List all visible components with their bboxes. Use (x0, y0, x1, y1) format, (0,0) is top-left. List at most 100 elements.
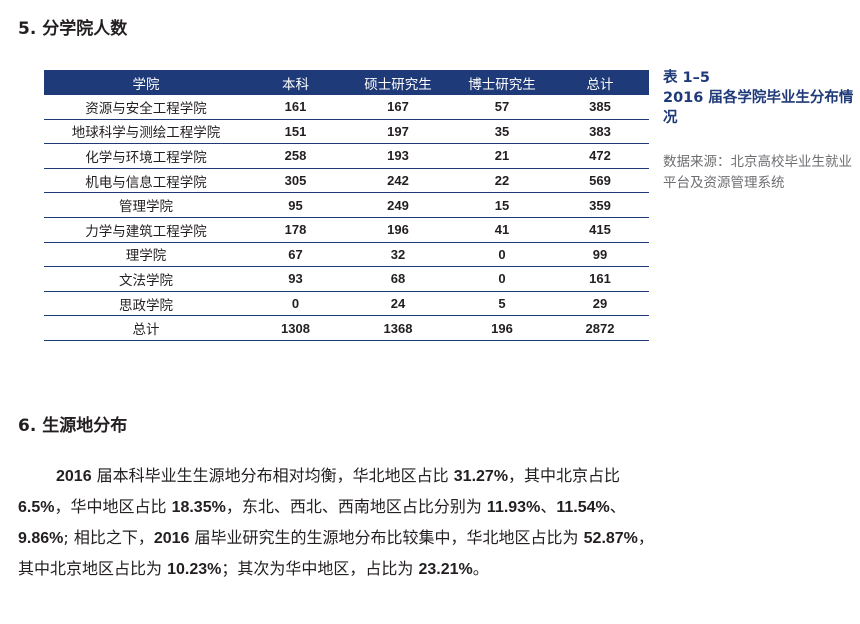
cell-master: 32 (343, 242, 453, 268)
paragraph-text: 、 (609, 497, 626, 516)
paragraph-figure: 11.54% (556, 499, 610, 516)
cell-doctor: 0 (453, 266, 551, 292)
table-row: 机电与信息工程学院 305 242 22 569 (44, 168, 649, 194)
cell-college: 总计 (44, 315, 248, 341)
paragraph-text: 届毕业研究生的生源地分布比较集中，华北地区占比为 (189, 528, 584, 547)
paragraph-text: ，华中地区占比 (54, 497, 172, 516)
cell-undergrad: 1308 (248, 315, 343, 341)
cell-undergrad: 93 (248, 266, 343, 292)
table-total-row: 总计 1308 1368 196 2872 (44, 315, 649, 341)
cell-college: 资源与安全工程学院 (44, 95, 248, 120)
cell-college: 文法学院 (44, 266, 248, 292)
cell-undergrad: 305 (248, 168, 343, 194)
table-header: 学院 本科 硕士研究生 博士研究生 总计 (44, 70, 649, 95)
cell-master: 242 (343, 168, 453, 194)
column-header-college: 学院 (44, 70, 248, 95)
caption-title: 2016 届各学院毕业生分布情况 (663, 90, 854, 126)
table-row: 思政学院 0 24 5 29 (44, 291, 649, 317)
cell-total: 29 (551, 291, 649, 317)
cell-doctor: 57 (453, 95, 551, 120)
paragraph-figure: 11.93% (486, 499, 541, 516)
paragraph-body: 2016 届本科毕业生生源地分布相对均衡，华北地区占比 31.27%，其中北京占… (18, 466, 654, 578)
table-caption: 表 1–5 2016 届各学院毕业生分布情况 数据来源：北京高校毕业生就业平台及… (663, 68, 855, 194)
paragraph-text: ; 相比之下， (63, 528, 154, 547)
paragraph-figure: 2016 (56, 468, 92, 485)
cell-doctor: 22 (453, 168, 551, 194)
cell-undergrad: 95 (248, 192, 343, 218)
data-source-note: 数据来源：北京高校毕业生就业平台及资源管理系统 (663, 154, 852, 191)
paragraph-figure: 9.86% (18, 530, 64, 547)
paragraph-text: ，其中北京占比 (508, 466, 621, 485)
table-row: 地球科学与测绘工程学院 151 197 35 383 (44, 119, 649, 145)
cell-total: 569 (551, 168, 649, 194)
cell-doctor: 21 (453, 143, 551, 169)
cell-master: 68 (343, 266, 453, 292)
cell-master: 167 (343, 95, 453, 120)
paragraph-figure: 10.23% (167, 561, 222, 578)
paragraph-figure: 31.27% (453, 468, 509, 485)
paragraph-figure: 52.87% (583, 530, 638, 547)
cell-master: 197 (343, 119, 453, 145)
cell-college: 思政学院 (44, 291, 248, 317)
college-distribution-table: 学院 本科 硕士研究生 博士研究生 总计 资源与安全工程学院 161 167 5… (44, 70, 649, 341)
college-table-container: 学院 本科 硕士研究生 博士研究生 总计 资源与安全工程学院 161 167 5… (44, 70, 649, 341)
caption-label: 表 1–5 (663, 70, 710, 86)
table-row: 资源与安全工程学院 161 167 57 385 (44, 95, 649, 120)
cell-total: 359 (551, 192, 649, 218)
cell-undergrad: 67 (248, 242, 343, 268)
cell-undergrad: 161 (248, 95, 343, 120)
table-body: 资源与安全工程学院 161 167 57 385 地球科学与测绘工程学院 151… (44, 95, 649, 341)
column-header-total: 总计 (551, 70, 649, 95)
origin-paragraph: 2016 届本科毕业生生源地分布相对均衡，华北地区占比 31.27%，其中北京占… (18, 461, 658, 585)
paragraph-figure: 2016 (153, 530, 190, 547)
paragraph-figure: 23.21% (418, 561, 473, 578)
cell-college: 理学院 (44, 242, 248, 268)
table-row: 力学与建筑工程学院 178 196 41 415 (44, 217, 649, 243)
section-heading-origin: 6. 生源地分布 (18, 416, 128, 436)
cell-master: 249 (343, 192, 453, 218)
cell-doctor: 196 (453, 315, 551, 341)
cell-total: 99 (551, 242, 649, 268)
cell-undergrad: 151 (248, 119, 343, 145)
cell-college: 化学与环境工程学院 (44, 143, 248, 169)
cell-college: 管理学院 (44, 192, 248, 218)
paragraph-text: 、 (540, 497, 557, 516)
cell-undergrad: 178 (248, 217, 343, 243)
paragraph-text: ；其次为华中地区，占比为 (221, 559, 419, 578)
cell-total: 415 (551, 217, 649, 243)
cell-total: 472 (551, 143, 649, 169)
table-row: 理学院 67 32 0 99 (44, 242, 649, 268)
cell-master: 196 (343, 217, 453, 243)
paragraph-figure: 6.5% (18, 499, 55, 516)
cell-undergrad: 258 (248, 143, 343, 169)
paragraph-figure: 18.35% (171, 499, 226, 516)
cell-master: 24 (343, 291, 453, 317)
cell-doctor: 0 (453, 242, 551, 268)
cell-college: 地球科学与测绘工程学院 (44, 119, 248, 145)
cell-total: 385 (551, 95, 649, 120)
cell-undergrad: 0 (248, 291, 343, 317)
table-row: 化学与环境工程学院 258 193 21 472 (44, 143, 649, 169)
cell-college: 力学与建筑工程学院 (44, 217, 248, 243)
cell-total: 161 (551, 266, 649, 292)
column-header-undergrad: 本科 (248, 70, 343, 95)
section-heading-college-counts: 5. 分学院人数 (18, 19, 128, 39)
cell-master: 193 (343, 143, 453, 169)
paragraph-text: 届本科毕业生生源地分布相对均衡，华北地区占比 (91, 466, 454, 485)
table-header-row: 学院 本科 硕士研究生 博士研究生 总计 (44, 70, 649, 95)
cell-doctor: 35 (453, 119, 551, 145)
column-header-master: 硕士研究生 (343, 70, 453, 95)
cell-doctor: 15 (453, 192, 551, 218)
cell-total: 383 (551, 119, 649, 145)
paragraph-text: ，东北、西北、西南地区占比分别为 (225, 497, 487, 516)
cell-college: 机电与信息工程学院 (44, 168, 248, 194)
table-row: 管理学院 95 249 15 359 (44, 192, 649, 218)
cell-doctor: 5 (453, 291, 551, 317)
cell-total: 2872 (551, 315, 649, 341)
cell-doctor: 41 (453, 217, 551, 243)
paragraph-text: ，其中北京地区占比为 (18, 528, 654, 578)
paragraph-text: 。 (472, 559, 489, 578)
table-row: 文法学院 93 68 0 161 (44, 266, 649, 292)
cell-master: 1368 (343, 315, 453, 341)
